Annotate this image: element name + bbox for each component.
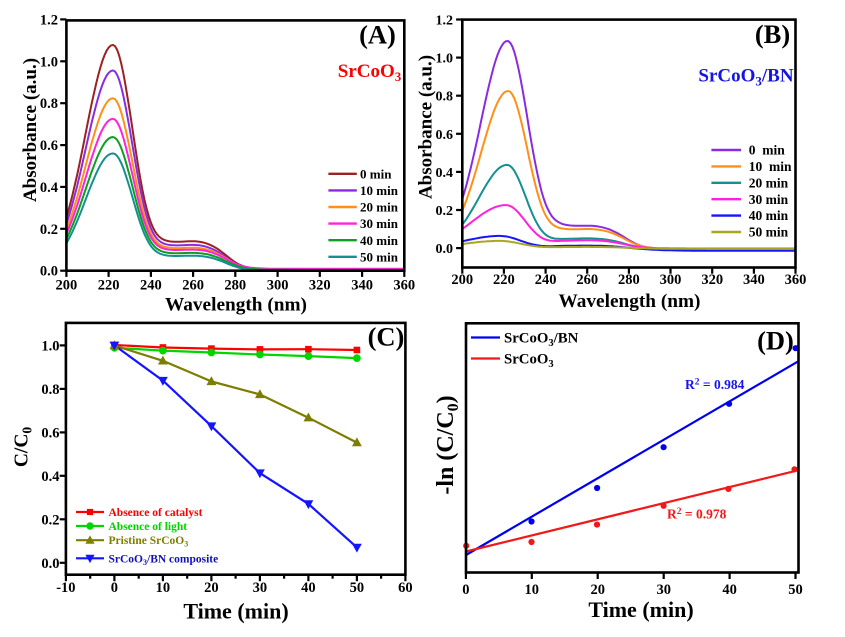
- svg-text:300: 300: [660, 272, 682, 288]
- svg-text:0.4: 0.4: [41, 469, 59, 485]
- svg-text:0: 0: [462, 582, 469, 598]
- svg-text:40: 40: [301, 580, 316, 596]
- svg-text:R2 = 0.984: R2 = 0.984: [685, 377, 745, 392]
- svg-text:(A): (A): [359, 20, 396, 50]
- svg-text:0.0: 0.0: [41, 556, 59, 572]
- svg-text:20 min: 20 min: [749, 175, 789, 190]
- svg-text:360: 360: [785, 272, 807, 288]
- svg-text:Absorbance (a.u.): Absorbance (a.u.): [416, 55, 437, 199]
- svg-text:0.6: 0.6: [436, 128, 454, 143]
- svg-text:C/C0: C/C0: [12, 427, 35, 468]
- svg-text:20 min: 20 min: [360, 200, 399, 215]
- svg-text:Absence of catalyst: Absence of catalyst: [109, 507, 203, 519]
- svg-text:1.0: 1.0: [40, 54, 58, 70]
- svg-text:50 min: 50 min: [360, 249, 399, 264]
- svg-text:SrCoO3: SrCoO3: [504, 352, 554, 371]
- svg-text:30 min: 30 min: [749, 192, 789, 207]
- svg-text:-ln (C/C0): -ln (C/C0): [433, 395, 462, 494]
- svg-text:0 min: 0 min: [749, 143, 785, 158]
- svg-text:40 min: 40 min: [749, 208, 789, 223]
- svg-text:280: 280: [618, 272, 640, 288]
- svg-text:360: 360: [393, 278, 415, 294]
- svg-text:10: 10: [156, 580, 171, 596]
- svg-text:Absorbance (a.u.): Absorbance (a.u.): [20, 58, 41, 202]
- svg-text:0: 0: [111, 580, 118, 596]
- svg-text:R2 = 0.978: R2 = 0.978: [667, 507, 727, 522]
- svg-text:320: 320: [309, 278, 331, 294]
- svg-text:Time (min): Time (min): [588, 597, 693, 622]
- svg-text:30 min: 30 min: [360, 216, 399, 231]
- svg-text:10 min: 10 min: [360, 183, 399, 198]
- svg-text:0.2: 0.2: [436, 204, 454, 219]
- svg-text:Wavelength (nm): Wavelength (nm): [559, 291, 701, 312]
- svg-text:0.4: 0.4: [436, 166, 454, 181]
- svg-text:Pristine SrCoO3: Pristine SrCoO3: [109, 535, 189, 549]
- svg-text:340: 340: [351, 278, 373, 294]
- svg-text:50: 50: [350, 580, 365, 596]
- svg-text:0.6: 0.6: [40, 138, 58, 154]
- svg-text:10: 10: [525, 582, 540, 598]
- svg-text:0.0: 0.0: [436, 242, 454, 257]
- svg-text:240: 240: [535, 272, 557, 288]
- svg-text:200: 200: [56, 278, 78, 294]
- svg-text:Wavelength (nm): Wavelength (nm): [165, 294, 307, 315]
- svg-text:SrCoO3/BN composite: SrCoO3/BN composite: [109, 553, 219, 567]
- svg-text:(B): (B): [755, 19, 790, 49]
- svg-text:1.2: 1.2: [436, 14, 454, 29]
- svg-text:1.0: 1.0: [41, 338, 59, 354]
- svg-text:SrCoO3/BN: SrCoO3/BN: [504, 331, 579, 350]
- svg-text:40: 40: [722, 582, 737, 598]
- svg-text:0 min: 0 min: [360, 166, 392, 181]
- svg-text:340: 340: [743, 272, 765, 288]
- svg-text:30: 30: [253, 580, 268, 596]
- svg-text:1.2: 1.2: [40, 12, 58, 28]
- svg-text:20: 20: [590, 582, 605, 598]
- svg-text:0.0: 0.0: [40, 264, 58, 280]
- svg-text:50 min: 50 min: [749, 225, 789, 240]
- svg-text:220: 220: [98, 278, 120, 294]
- svg-text:0.2: 0.2: [41, 512, 59, 528]
- svg-text:0.6: 0.6: [41, 425, 59, 441]
- svg-text:30: 30: [656, 582, 671, 598]
- svg-text:(D): (D): [757, 326, 794, 356]
- svg-text:50: 50: [788, 582, 803, 598]
- svg-text:-10: -10: [56, 580, 75, 596]
- svg-text:200: 200: [451, 272, 473, 288]
- svg-text:0.8: 0.8: [40, 96, 58, 112]
- svg-text:SrCoO3/BN: SrCoO3/BN: [698, 66, 793, 89]
- svg-text:320: 320: [701, 272, 723, 288]
- svg-text:260: 260: [182, 278, 204, 294]
- svg-text:0.4: 0.4: [40, 180, 58, 196]
- svg-text:280: 280: [224, 278, 246, 294]
- svg-text:260: 260: [576, 272, 598, 288]
- svg-text:Time (min): Time (min): [183, 599, 288, 624]
- svg-text:240: 240: [140, 278, 162, 294]
- svg-text:0.2: 0.2: [40, 222, 58, 238]
- svg-text:10 min: 10 min: [749, 159, 792, 174]
- svg-text:0.8: 0.8: [41, 382, 59, 398]
- svg-text:(C): (C): [368, 322, 405, 352]
- svg-text:40 min: 40 min: [360, 233, 399, 248]
- svg-text:SrCoO3: SrCoO3: [338, 61, 402, 84]
- svg-text:220: 220: [493, 272, 515, 288]
- svg-text:300: 300: [267, 278, 289, 294]
- svg-text:0.8: 0.8: [436, 90, 454, 105]
- svg-text:Absence of light: Absence of light: [109, 521, 188, 533]
- svg-text:60: 60: [398, 580, 413, 596]
- svg-text:20: 20: [204, 580, 219, 596]
- svg-text:1.0: 1.0: [436, 52, 454, 67]
